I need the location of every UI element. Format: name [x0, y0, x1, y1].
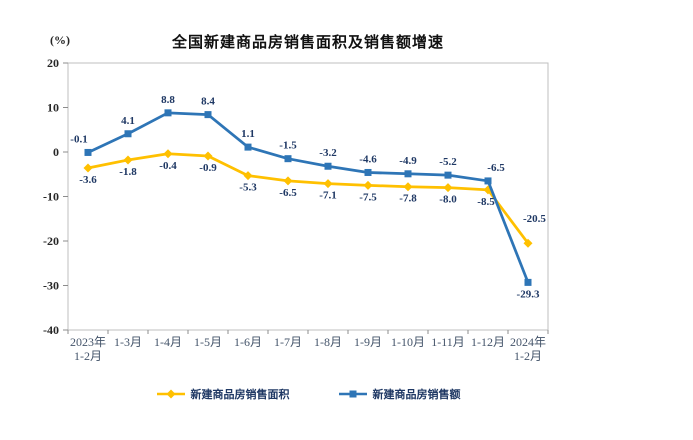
- svg-text:-40: -40: [43, 323, 59, 337]
- svg-text:1-3月: 1-3月: [114, 335, 142, 349]
- svg-text:1-12月: 1-12月: [471, 335, 505, 349]
- series-0: -3.6 -1.8 -0.4 -0.9 -5.3 -6.5 -7.1 -7.5 -7.8 -8.0…: [79, 149, 546, 248]
- legend-item-sales-value: 新建商品房销售额: [338, 386, 461, 402]
- y-axis: 20 10 0 -10 -20 -30 -40: [43, 56, 68, 337]
- legend-label-sales-area: 新建商品房销售面积: [190, 389, 290, 401]
- svg-text:-5.3: -5.3: [239, 182, 257, 194]
- svg-text:-5.2: -5.2: [439, 156, 457, 168]
- chart-title: 全国新建商品房销售面积及销售额增速: [171, 34, 444, 51]
- svg-text:1-9月: 1-9月: [354, 335, 382, 349]
- svg-text:8.4: 8.4: [201, 96, 215, 108]
- svg-text:-20.5: -20.5: [523, 213, 546, 225]
- svg-text:-30: -30: [43, 279, 59, 293]
- svg-text:-0.4: -0.4: [159, 160, 177, 172]
- svg-text:1.1: 1.1: [241, 128, 255, 140]
- svg-text:-7.1: -7.1: [319, 190, 336, 202]
- svg-text:-0.1: -0.1: [70, 133, 87, 145]
- svg-text:20: 20: [47, 56, 59, 70]
- svg-text:-8.0: -8.0: [439, 194, 457, 206]
- svg-text:-0.9: -0.9: [199, 162, 217, 174]
- svg-text:8.8: 8.8: [161, 94, 175, 106]
- svg-text:-1.5: -1.5: [279, 140, 297, 152]
- svg-text:0: 0: [53, 145, 59, 159]
- svg-text:1-10月: 1-10月: [391, 335, 425, 349]
- svg-text:-10: -10: [43, 190, 59, 204]
- series-1: -0.1 4.1 8.8 8.4 1.1 -1.5 -3.2 -4.6 -4.9 -5.2 -6.5…: [70, 94, 540, 301]
- svg-text:4.1: 4.1: [121, 115, 135, 127]
- legend-item-sales-area: 新建商品房销售面积: [156, 386, 290, 402]
- x-axis: 2023年 1-2月 1-3月 1-4月 1-5月 1-6月 1-7月 1-8月 1-9月 1-1…: [67, 330, 549, 363]
- svg-text:1-11月: 1-11月: [431, 335, 465, 349]
- svg-text:-3.2: -3.2: [319, 147, 337, 159]
- sales-value-line-marker-icon: [338, 389, 368, 399]
- svg-text:1-5月: 1-5月: [194, 335, 222, 349]
- svg-text:1-6月: 1-6月: [234, 335, 262, 349]
- y-axis-unit-label: (%): [50, 33, 70, 47]
- svg-text:-4.6: -4.6: [359, 153, 377, 165]
- svg-text:1-7月: 1-7月: [274, 335, 302, 349]
- svg-text:1-4月: 1-4月: [154, 335, 182, 349]
- svg-text:-3.6: -3.6: [79, 174, 97, 186]
- svg-text:-7.8: -7.8: [399, 193, 417, 205]
- chart-legend: 新建商品房销售面积 新建商品房销售额: [68, 386, 548, 402]
- svg-text:-6.5: -6.5: [279, 187, 297, 199]
- svg-text:-7.5: -7.5: [359, 191, 377, 203]
- svg-text:-4.9: -4.9: [399, 155, 417, 167]
- svg-text:10: 10: [47, 101, 59, 115]
- plot-area-border: [67, 62, 549, 331]
- svg-text:-6.5: -6.5: [487, 162, 505, 174]
- sales-area-line-marker-icon: [156, 389, 186, 399]
- svg-text:1-8月: 1-8月: [314, 335, 342, 349]
- legend-label-sales-value: 新建商品房销售额: [372, 389, 461, 401]
- svg-text:-1.8: -1.8: [119, 166, 137, 178]
- svg-text:-20: -20: [43, 234, 59, 248]
- svg-text:-29.3: -29.3: [517, 288, 540, 300]
- svg-text:-8.5: -8.5: [477, 196, 495, 208]
